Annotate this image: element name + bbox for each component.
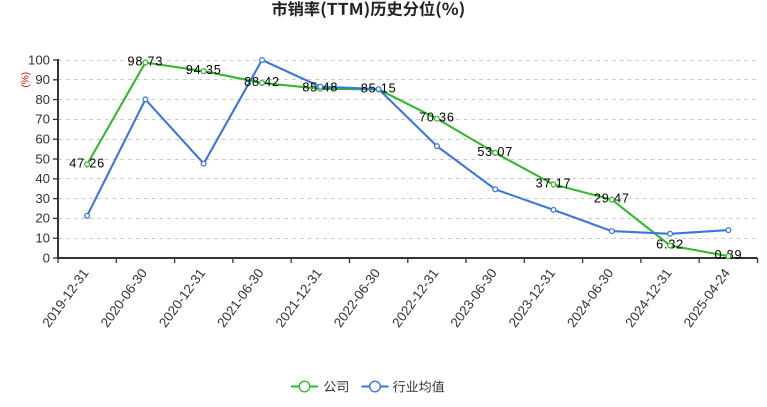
svg-text:40: 40 [35,171,50,186]
svg-text:10: 10 [35,231,50,246]
svg-text:0: 0 [43,250,50,265]
svg-text:80: 80 [35,92,50,107]
svg-text:90: 90 [35,72,50,87]
svg-text:50: 50 [35,151,50,166]
svg-text:(%): (%) [21,72,32,88]
svg-text:20: 20 [35,211,50,226]
svg-text:100: 100 [28,52,50,67]
svg-text:30: 30 [35,191,50,206]
svg-text:60: 60 [35,132,50,147]
svg-text:70: 70 [35,112,50,127]
